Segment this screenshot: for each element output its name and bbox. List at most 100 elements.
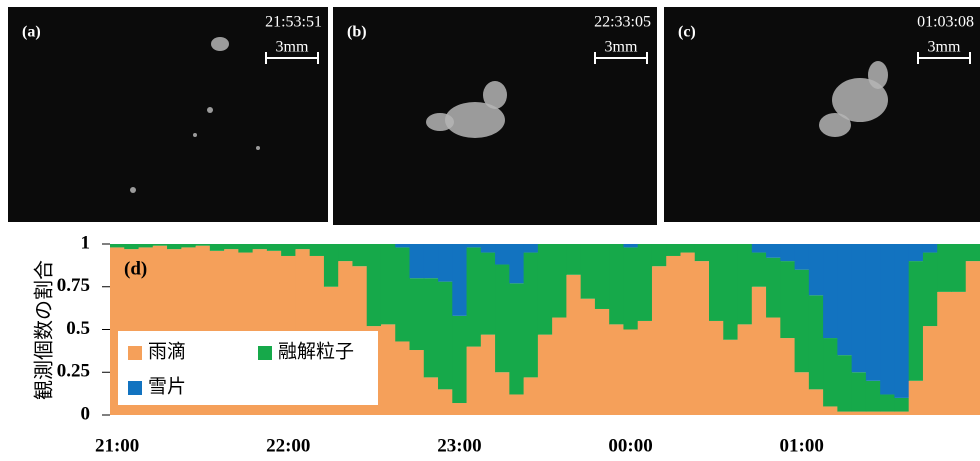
bar-segment bbox=[424, 377, 439, 415]
bar-segment bbox=[723, 244, 738, 340]
bar-segment bbox=[837, 244, 852, 355]
bar-segment bbox=[153, 244, 168, 246]
bar-segment bbox=[752, 287, 767, 415]
bar-segment bbox=[367, 244, 382, 326]
x-tick-label: 01:00 bbox=[780, 435, 824, 456]
bar-segment bbox=[395, 247, 410, 341]
legend-swatch bbox=[128, 381, 142, 395]
y-tick-label: 0.75 bbox=[57, 275, 90, 296]
bar-segment bbox=[852, 244, 867, 372]
particle bbox=[211, 37, 229, 51]
bar-segment bbox=[566, 275, 581, 415]
bar-segment bbox=[467, 347, 482, 415]
bar-segment bbox=[238, 244, 253, 253]
x-tick-label: 21:00 bbox=[95, 435, 139, 456]
bar-segment bbox=[110, 244, 125, 247]
image-row: (a)21:53:513mm(b)22:33:053mm(c)01:03:083… bbox=[8, 7, 980, 225]
bar-segment bbox=[795, 244, 810, 270]
bar-segment bbox=[524, 377, 539, 415]
bar-segment bbox=[623, 247, 638, 329]
bar-segment bbox=[852, 372, 867, 411]
bar-segment bbox=[909, 261, 924, 381]
bar-segment bbox=[752, 244, 767, 253]
bar-segment bbox=[923, 244, 938, 253]
bar-segment bbox=[709, 321, 724, 415]
bar-segment bbox=[951, 244, 966, 292]
y-axis-title: 観測個数の割合 bbox=[33, 260, 56, 400]
bar-segment bbox=[666, 244, 681, 256]
bar-segment bbox=[795, 270, 810, 373]
particle bbox=[819, 113, 851, 137]
bar-segment bbox=[452, 316, 467, 403]
bar-segment bbox=[923, 253, 938, 327]
bar-segment bbox=[809, 389, 824, 415]
bar-segment bbox=[766, 258, 781, 318]
bar-segment bbox=[310, 244, 325, 256]
bar-segment bbox=[295, 244, 310, 249]
bar-segment bbox=[410, 350, 425, 415]
bar-segment bbox=[738, 244, 753, 324]
bar-segment bbox=[623, 330, 638, 416]
bar-segment bbox=[424, 278, 439, 377]
bar-segment bbox=[795, 372, 810, 415]
bar-segment bbox=[509, 283, 524, 394]
bar-segment bbox=[809, 295, 824, 389]
scale-label: 3mm bbox=[276, 39, 309, 56]
bar-segment bbox=[666, 256, 681, 415]
bar-segment bbox=[880, 394, 895, 411]
particle bbox=[193, 133, 197, 137]
bar-segment bbox=[338, 244, 353, 261]
bar-segment bbox=[167, 244, 182, 249]
bar-segment bbox=[652, 266, 667, 415]
bar-segment bbox=[210, 244, 225, 251]
bar-segment bbox=[894, 412, 909, 415]
particle bbox=[207, 107, 213, 113]
legend-swatch bbox=[128, 346, 142, 360]
bar-segment bbox=[680, 253, 695, 415]
bar-segment bbox=[680, 244, 695, 253]
bar-segment bbox=[638, 244, 653, 321]
bar-segment bbox=[139, 244, 154, 247]
bar-segment bbox=[723, 340, 738, 415]
bar-segment bbox=[937, 292, 952, 415]
bar-segment bbox=[324, 244, 339, 287]
bar-segment bbox=[766, 244, 781, 258]
bar-segment bbox=[124, 244, 139, 249]
legend-label: 雨滴 bbox=[148, 340, 186, 362]
bar-segment bbox=[352, 244, 367, 266]
bar-segment bbox=[652, 244, 667, 266]
bar-segment bbox=[581, 299, 596, 415]
particle bbox=[426, 113, 454, 131]
bar-segment bbox=[509, 394, 524, 415]
bar-segment bbox=[823, 244, 838, 338]
panel-label: (a) bbox=[22, 24, 41, 41]
bar-segment bbox=[880, 412, 895, 415]
x-tick-label: 23:00 bbox=[437, 435, 481, 456]
y-tick-label: 0.5 bbox=[66, 318, 90, 339]
legend-swatch bbox=[258, 346, 272, 360]
bar-segment bbox=[181, 244, 196, 247]
bar-segment bbox=[438, 282, 453, 390]
bar-segment bbox=[495, 265, 510, 373]
bar-segment bbox=[438, 244, 453, 282]
bar-segment bbox=[566, 244, 581, 275]
bar-segment bbox=[467, 247, 482, 346]
particle bbox=[483, 81, 507, 109]
bar-segment bbox=[538, 335, 553, 415]
scale-label: 3mm bbox=[605, 39, 638, 56]
bar-segment bbox=[581, 244, 596, 299]
bar-segment bbox=[866, 381, 881, 412]
x-tick-label: 00:00 bbox=[608, 435, 652, 456]
bar-segment bbox=[524, 244, 539, 253]
bar-segment bbox=[837, 412, 852, 415]
bar-segment bbox=[196, 244, 211, 246]
bar-segment bbox=[609, 324, 624, 415]
bar-segment bbox=[595, 244, 610, 309]
panel-label: (b) bbox=[347, 24, 367, 41]
bar-segment bbox=[638, 321, 653, 415]
x-tick-label: 22:00 bbox=[266, 435, 310, 456]
bar-segment bbox=[623, 244, 638, 247]
timestamp: 22:33:05 bbox=[594, 14, 651, 31]
bar-segment bbox=[509, 244, 524, 283]
bar-segment bbox=[966, 244, 980, 261]
